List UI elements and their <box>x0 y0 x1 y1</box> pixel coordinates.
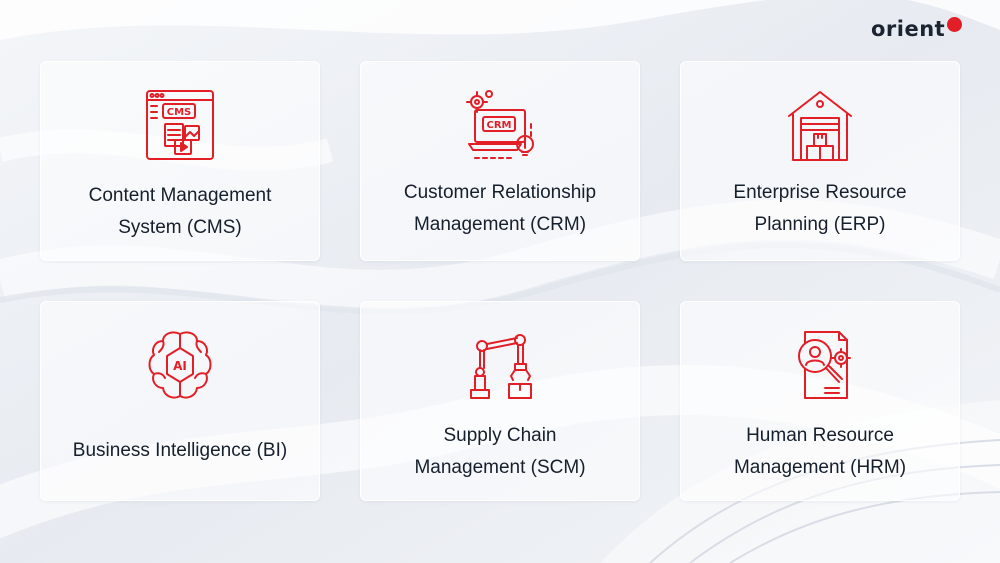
card-label-line: Management (HRM) <box>733 457 907 478</box>
card-label-line: Supply Chain <box>443 425 557 446</box>
card-label-line: Content Management <box>88 185 272 206</box>
ai-brain-icon: AI <box>145 328 215 404</box>
card-cms: CMS Content Management System (CMS) <box>40 61 320 261</box>
card-label-line: Customer Relationship <box>403 182 597 203</box>
brand-dot-icon <box>947 16 963 32</box>
ai-text: AI <box>173 359 187 373</box>
card-erp: Enterprise Resource Planning (ERP) <box>680 61 960 261</box>
card-label-line: Management (CRM) <box>413 214 587 235</box>
card-label-line: System (CMS) <box>118 217 242 238</box>
card-label: Human Resource Management (HRM) <box>691 420 949 484</box>
card-label-line: Planning (ERP) <box>754 214 886 235</box>
brand-name: orient <box>871 17 946 41</box>
card-hrm: Human Resource Management (HRM) <box>680 301 960 501</box>
card-label-line: Human Resource <box>746 425 894 446</box>
card-label-line: Management (SCM) <box>414 457 586 478</box>
card-scm: Supply Chain Management (SCM) <box>360 301 640 501</box>
card-label-line: Business Intelligence (BI) <box>72 440 288 461</box>
card-label: Business Intelligence (BI) <box>51 435 309 467</box>
cms-window-icon: CMS <box>145 88 215 164</box>
robotic-arm-icon <box>465 328 535 404</box>
card-crm: CRM Customer Relationship Management (CR… <box>360 61 640 261</box>
crm-laptop-icon: CRM <box>465 88 535 164</box>
card-label: Enterprise Resource Planning (ERP) <box>691 177 949 241</box>
card-label-line: Enterprise Resource <box>733 182 907 203</box>
card-bi: AI Business Intelligence (BI) <box>40 301 320 501</box>
crm-text: CRM <box>487 120 512 131</box>
brand-logo: orient <box>871 14 963 44</box>
card-label: Customer Relationship Management (CRM) <box>371 177 629 241</box>
card-label: Content Management System (CMS) <box>51 180 309 244</box>
card-label: Supply Chain Management (SCM) <box>371 420 629 484</box>
hr-search-icon <box>785 328 855 404</box>
warehouse-icon <box>785 88 855 164</box>
cms-text: CMS <box>167 107 192 118</box>
